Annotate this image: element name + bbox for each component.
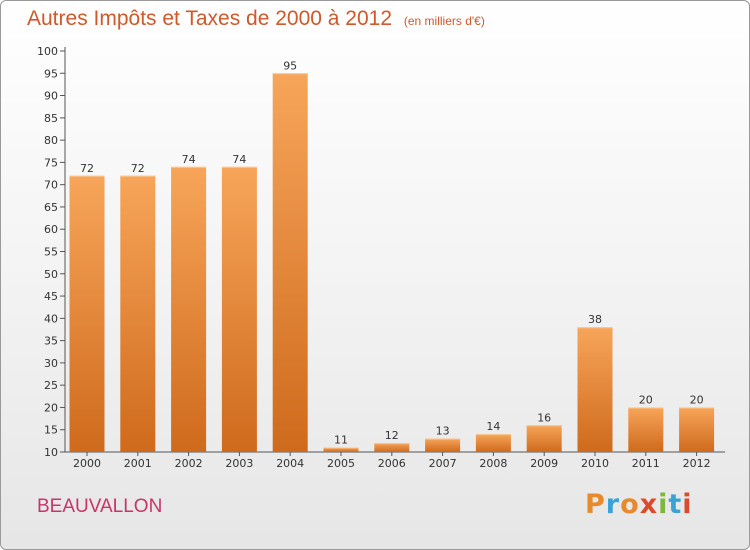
x-tick-label: 2008	[479, 457, 507, 470]
logo-letter: i	[682, 489, 693, 520]
x-tick-label: 2012	[683, 457, 711, 470]
x-tick-label: 2004	[276, 457, 304, 470]
bar-value-label: 74	[182, 153, 196, 166]
bar	[272, 73, 308, 453]
y-tick-label: 45	[44, 290, 58, 303]
bar-value-label: 72	[80, 162, 94, 175]
y-tick-label: 100	[37, 45, 58, 58]
logo-letter: P	[585, 489, 606, 520]
y-tick-label: 35	[44, 335, 58, 348]
y-tick-label: 55	[44, 246, 58, 259]
logo-letter: t	[668, 489, 683, 520]
bar-value-label: 14	[486, 420, 500, 433]
bar	[577, 327, 613, 452]
x-tick-label: 2009	[530, 457, 558, 470]
bar	[171, 166, 207, 452]
bar	[628, 407, 664, 452]
y-tick-label: 70	[44, 179, 58, 192]
y-tick-label: 80	[44, 134, 58, 147]
y-tick-label: 75	[44, 156, 58, 169]
bar-value-label: 74	[232, 153, 246, 166]
y-tick-label: 95	[44, 67, 58, 80]
logo-letter: r	[605, 489, 621, 520]
plot-area: 10 15 20 25 30 35 40 45 50 55 60 65 70 75 80 85 90 95 100 7…	[37, 45, 725, 470]
y-tick-label: 50	[44, 268, 58, 281]
bar	[69, 175, 105, 452]
bar	[526, 425, 562, 452]
x-tick-label: 2001	[124, 457, 152, 470]
bar	[679, 407, 715, 452]
logo-letter: i	[658, 489, 669, 520]
y-tick-label: 85	[44, 112, 58, 125]
bar	[374, 443, 410, 452]
y-tick-label: 25	[44, 379, 58, 392]
bar-value-label: 20	[690, 393, 704, 406]
y-tick-label: 40	[44, 312, 58, 325]
bar-value-label: 16	[537, 411, 551, 424]
chart-subtitle: (en milliers d'€)	[403, 14, 485, 28]
y-tick-label: 10	[44, 446, 58, 459]
bar	[120, 175, 156, 452]
bar-value-label: 20	[639, 393, 653, 406]
x-tick-label: 2000	[73, 457, 101, 470]
bar-value-label: 13	[436, 425, 450, 438]
y-tick-label: 20	[44, 401, 58, 414]
logo-letter: o	[620, 489, 640, 520]
proxiti-logo: Proxiti	[585, 489, 693, 520]
x-tick-label: 2007	[429, 457, 457, 470]
y-tick-label: 30	[44, 357, 58, 370]
bar-value-label: 12	[385, 429, 399, 442]
bar	[221, 166, 257, 452]
logo-letter: x	[639, 489, 659, 520]
y-tick-label: 15	[44, 424, 58, 437]
y-tick-label: 65	[44, 201, 58, 214]
bar	[425, 438, 461, 452]
x-tick-label: 2010	[581, 457, 609, 470]
y-tick-label: 60	[44, 223, 58, 236]
chart-title-block: Autres Impôts et Taxes de 2000 à 2012 (e…	[27, 7, 485, 31]
bar-value-label: 11	[334, 434, 348, 447]
x-tick-label: 2002	[175, 457, 203, 470]
bar-value-label: 72	[131, 162, 145, 175]
bar	[323, 447, 359, 452]
bar	[475, 434, 511, 452]
bar-value-label: 95	[283, 59, 297, 72]
x-tick-label: 2006	[378, 457, 406, 470]
x-tick-label: 2003	[225, 457, 253, 470]
bar-value-label: 38	[588, 313, 602, 326]
y-tick-label: 90	[44, 90, 58, 103]
x-tick-label: 2005	[327, 457, 355, 470]
chart-title: Autres Impôts et Taxes de 2000 à 2012	[27, 7, 393, 30]
x-tick-label: 2011	[632, 457, 660, 470]
place-name: BEAUVALLON	[37, 496, 163, 517]
